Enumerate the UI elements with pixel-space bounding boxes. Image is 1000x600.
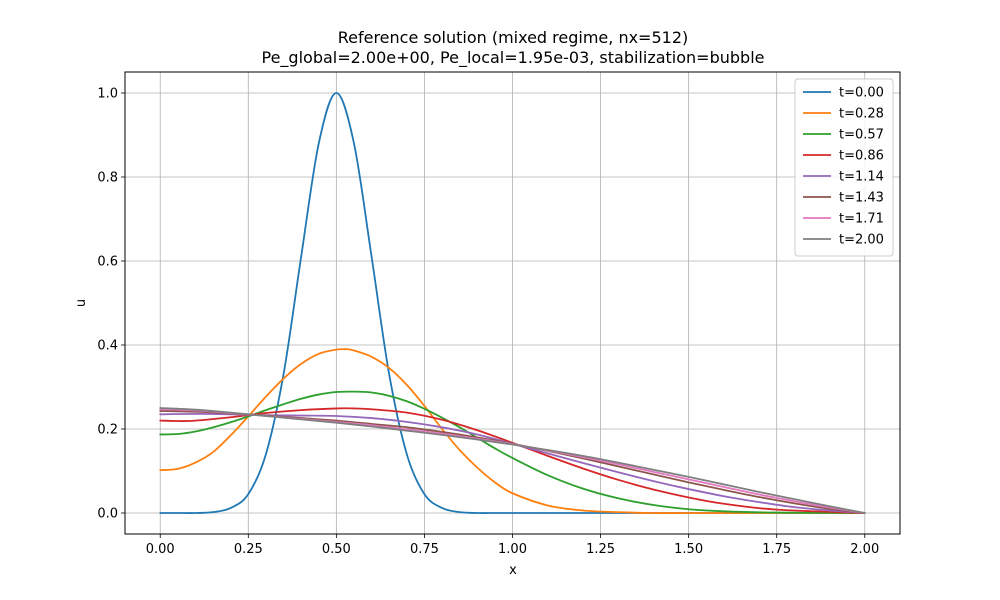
series-line-t-0-86 xyxy=(159,407,866,514)
y-axis-ticks: 0.0 0.2 0.4 0.6 0.8 1.0 xyxy=(97,87,125,522)
x-tick-label: 0.00 xyxy=(146,542,175,557)
x-tick-label: 1.50 xyxy=(674,542,703,557)
chart-title: Reference solution (mixed regime, nx=512… xyxy=(338,28,689,47)
legend-label: t=0.57 xyxy=(839,128,884,143)
x-tick-label: 2.00 xyxy=(850,542,879,557)
x-tick-label: 0.25 xyxy=(234,542,263,557)
series-line-t-2-00 xyxy=(159,407,866,514)
series-line-t-0-57 xyxy=(159,390,866,514)
series-line-t-0-28 xyxy=(159,348,866,514)
series-line-t-0-00 xyxy=(159,92,866,514)
plot-lines xyxy=(159,92,866,514)
y-tick-label: 0.0 xyxy=(97,507,118,522)
legend-label: t=2.00 xyxy=(839,233,884,248)
x-tick-label: 0.75 xyxy=(410,542,439,557)
legend-label: t=1.14 xyxy=(839,170,884,185)
y-tick-label: 0.4 xyxy=(97,339,118,354)
legend-label: t=1.43 xyxy=(839,191,884,206)
y-tick-label: 1.0 xyxy=(97,87,118,102)
legend-box xyxy=(794,78,894,257)
x-axis-ticks: 0.00 0.25 0.50 0.75 1.00 1.25 1.50 1.75 2.00 xyxy=(146,534,879,557)
x-axis-label: x xyxy=(509,563,517,578)
y-axis-label: u xyxy=(74,299,89,307)
legend-label: t=1.71 xyxy=(839,212,884,227)
y-tick-label: 0.6 xyxy=(97,255,118,270)
y-tick-label: 0.8 xyxy=(97,171,118,186)
legend-label: t=0.86 xyxy=(839,149,884,164)
legend-label: t=0.00 xyxy=(839,86,884,101)
x-tick-label: 1.00 xyxy=(498,542,527,557)
x-tick-label: 1.75 xyxy=(762,542,791,557)
grid xyxy=(125,72,900,534)
x-tick-label: 0.50 xyxy=(322,542,351,557)
chart-subtitle: Pe_global=2.00e+00, Pe_local=1.95e-03, s… xyxy=(262,48,765,68)
legend: t=0.00 t=0.28 t=0.57 t=0.86 t=1.14 t=1.43 t=1.… xyxy=(794,78,894,257)
x-tick-label: 1.25 xyxy=(586,542,615,557)
y-tick-label: 0.2 xyxy=(97,423,118,438)
legend-label: t=0.28 xyxy=(839,107,884,122)
